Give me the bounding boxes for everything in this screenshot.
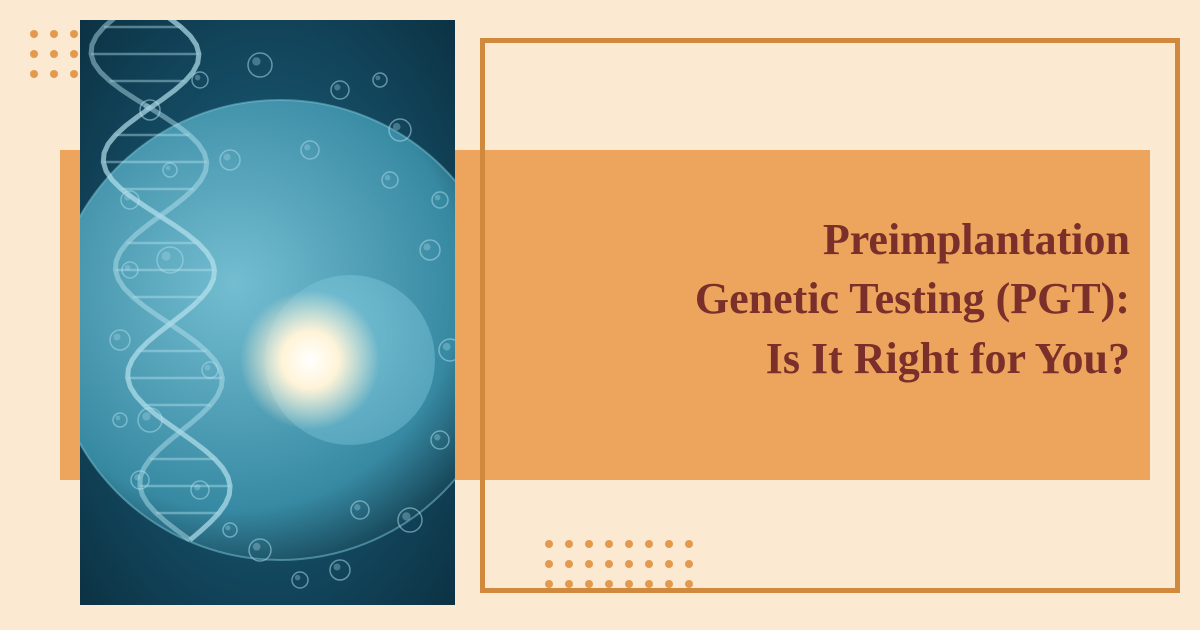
infographic-canvas: Preimplantation Genetic Testing (PGT): I… [0,0,1200,630]
decorative-dot [585,560,593,568]
headline-line-3: Is It Right for You? [766,334,1130,383]
decorative-dot [50,70,58,78]
decorative-dot [565,560,573,568]
decorative-dot [70,70,78,78]
decorative-dot [50,50,58,58]
decorative-dot [605,540,613,548]
decorative-dot [545,580,553,588]
decorative-dot [605,560,613,568]
decorative-dot [70,30,78,38]
decorative-dot [30,30,38,38]
decorative-dot [625,540,633,548]
headline-line-2: Genetic Testing (PGT): [695,274,1130,323]
hero-cell-illustration [80,20,455,605]
decorative-dot [685,580,693,588]
headline-line-1: Preimplantation [823,215,1130,264]
decorative-dot [50,30,58,38]
decorative-dot [645,580,653,588]
decorative-dot [605,580,613,588]
decorative-dot [30,70,38,78]
decorative-dots-bottom-right [545,540,693,588]
decorative-dot [545,560,553,568]
decorative-dot [70,50,78,58]
decorative-dot [585,540,593,548]
decorative-dot [645,560,653,568]
decorative-dot [625,580,633,588]
decorative-dot [685,540,693,548]
decorative-dot [625,560,633,568]
headline-text: Preimplantation Genetic Testing (PGT): I… [520,210,1130,388]
decorative-dot [665,580,673,588]
decorative-dot [30,50,38,58]
decorative-dot [685,560,693,568]
decorative-dot [545,540,553,548]
decorative-dot [645,540,653,548]
decorative-dot [665,560,673,568]
decorative-dot [585,580,593,588]
decorative-dot [665,540,673,548]
decorative-dot [565,580,573,588]
decorative-dot [565,540,573,548]
